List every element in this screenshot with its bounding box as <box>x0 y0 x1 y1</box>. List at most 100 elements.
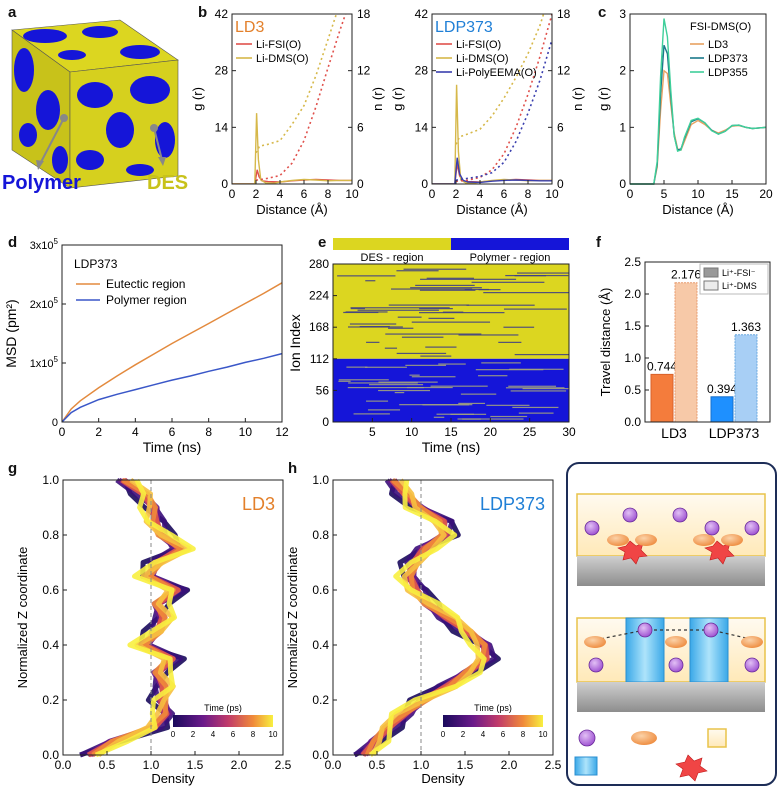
dms-molecule-icon <box>741 636 763 648</box>
density-trace <box>353 478 497 757</box>
colorbar-tick-label: 4 <box>481 730 486 739</box>
x-tick-label: 4 <box>277 187 284 201</box>
heatmap-streak <box>411 376 456 378</box>
ldp373-li-metal <box>577 682 765 712</box>
x-tick-label: 1.5 <box>187 758 204 772</box>
heatmap-streak <box>338 380 351 382</box>
li-ion-icon <box>622 507 638 523</box>
ld3-species <box>584 507 760 565</box>
li-ion-icon <box>588 657 604 673</box>
rdf-line-dms <box>432 84 552 184</box>
heatmap-streak <box>350 307 365 310</box>
heatmap-streak <box>498 341 522 343</box>
x-tick-label: 15 <box>444 425 458 439</box>
heatmap-streak <box>366 341 380 343</box>
legend-swatch <box>703 280 719 291</box>
y-tick-label: 3x105 <box>30 237 59 252</box>
panel-letter-d: d <box>8 234 17 251</box>
heatmap-streak <box>364 366 407 368</box>
legend-label: Li-FSI(O) <box>256 39 301 51</box>
heatmap-streak <box>346 366 368 368</box>
heatmap-streak <box>471 281 545 283</box>
x-tick-label: 0.0 <box>325 758 342 772</box>
x-tick-label: 2.0 <box>501 758 518 772</box>
y-axis-label: Travel distance (Å) <box>598 288 613 397</box>
density-trace <box>364 478 488 756</box>
colorbar-tick-label: 4 <box>211 730 216 739</box>
heatmap-streak <box>510 390 567 392</box>
heatmap-streak <box>411 321 491 323</box>
dms-molecule-icon <box>635 534 657 546</box>
polymer-legend-icon <box>574 756 598 776</box>
heatmap-streak <box>438 363 466 365</box>
x-axis-label: Time (ns) <box>143 439 202 455</box>
legend-label: LDP373 <box>708 53 748 65</box>
y-tick-label: 1.0 <box>312 473 329 487</box>
dms-molecule-icon <box>665 636 687 648</box>
y-tick-label: 1.0 <box>42 473 59 487</box>
heatmap-streak <box>338 379 389 381</box>
x-axis-label: Density <box>151 771 195 786</box>
x-tick-label: 2.0 <box>231 758 248 772</box>
ion-region-heatmap: DES - region Polymer - region 5 10 15 20 25 30 0… <box>287 238 576 455</box>
legend-label: Li-PolyEEMA(O) <box>456 67 537 79</box>
legend-label: Li⁺-DMS <box>722 281 757 291</box>
y-tick-label: 1.5 <box>624 319 641 333</box>
x-tick-label: 0.5 <box>99 758 116 772</box>
heatmap-streak <box>409 374 420 376</box>
y-tick-label: 0.4 <box>42 638 59 652</box>
y-tick-label: 0 <box>421 177 428 191</box>
plot-frame <box>61 244 283 423</box>
x-tick-label: 15 <box>725 187 739 201</box>
colorbar-tick-label: 2 <box>191 730 196 739</box>
legend-label: LDP355 <box>708 67 748 79</box>
y-tick-label: 6 <box>557 120 564 134</box>
y-tick-label: 2 <box>619 64 626 78</box>
heatmap-streak <box>405 364 447 366</box>
legend-title: LDP373 <box>74 257 118 271</box>
heatmap-streak <box>410 287 482 289</box>
y-tick-label: 0.0 <box>624 415 641 429</box>
cumulative-line-dms <box>455 14 545 145</box>
x-tick-label: 25 <box>523 425 537 439</box>
y-tick-label: 56 <box>316 383 330 397</box>
x-tick-label: 2.5 <box>275 758 292 772</box>
bar-value-label: 0.744 <box>647 359 677 373</box>
y-tick-label: 3 <box>619 7 626 21</box>
density-trace <box>94 478 196 758</box>
y-tick-label: 112 <box>310 352 329 366</box>
x-axis-label: Distance (Å) <box>256 202 328 217</box>
region-label-polymer: Polymer - region <box>470 252 551 264</box>
heatmap-streak <box>462 418 481 420</box>
y-tick-label: 12 <box>557 64 571 78</box>
x-tick-label: 0 <box>59 425 66 439</box>
heatmap-streak <box>426 277 475 279</box>
colorbar-tick-label: 8 <box>521 730 526 739</box>
y-axis-label: Normalized Z coordinate <box>285 547 300 689</box>
plot-frame <box>62 479 284 756</box>
plot-frame <box>231 13 353 185</box>
colorbar-tick-label: 10 <box>539 730 548 739</box>
y-tick-label: 280 <box>309 257 329 271</box>
x-axis-label: Time (ns) <box>422 439 481 455</box>
x-axis-label: Distance (Å) <box>456 202 528 217</box>
y-tick-label: 0.8 <box>42 528 59 542</box>
heatmap-streak <box>357 309 439 311</box>
des-label: DES <box>147 172 188 194</box>
x-tick-label: 6 <box>501 187 508 201</box>
cumulative-line-fsi <box>255 14 347 181</box>
x-tick-label: 20 <box>484 425 498 439</box>
density-profile-ld3: 0.0 0.5 1.0 1.5 2.0 2.50.00.20.40.60.81.0Dens… <box>15 473 292 786</box>
y-tick-label: 224 <box>309 289 329 303</box>
heatmap-streak <box>514 275 547 277</box>
y-tick-label: 0.5 <box>624 383 641 397</box>
y-tick-label: 0.0 <box>312 748 329 762</box>
heatmap-streak <box>503 308 567 310</box>
y-tick-label: 0 <box>357 177 364 191</box>
fsi-dms-rdf-chart: 0 5 10 15 20 0 1 2 3 Distance (Å) g (r) FSI-DMS(O) L… <box>596 7 773 217</box>
colorbar-tick-label: 2 <box>461 730 466 739</box>
panel-letter-g: g <box>8 460 17 477</box>
x-tick-label: 4 <box>132 425 139 439</box>
